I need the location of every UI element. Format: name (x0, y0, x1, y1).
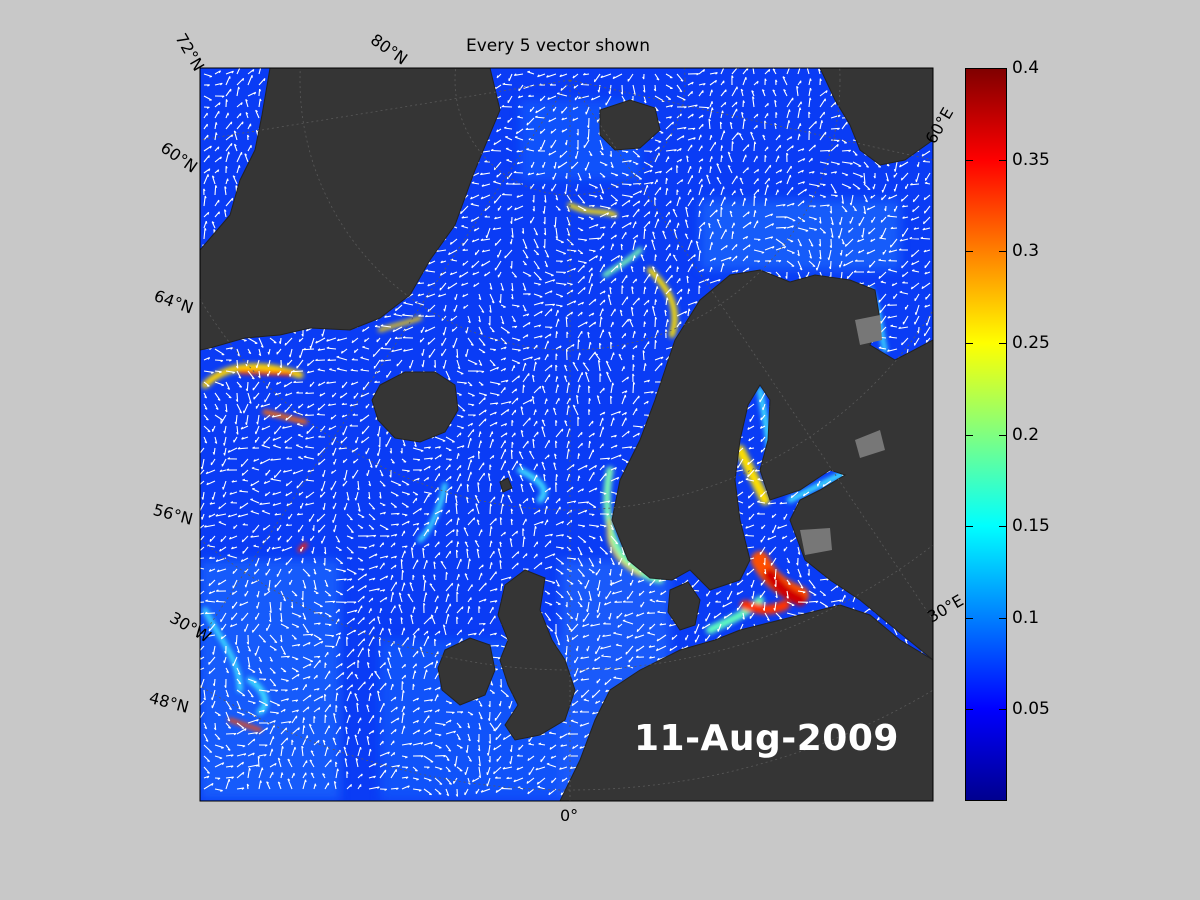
land-masses (200, 68, 933, 801)
colorbar-tick-label: 0.3 (1012, 241, 1040, 262)
figure-title: Every 5 vector shown (466, 36, 650, 56)
colorbar-tick-mark (999, 434, 1007, 436)
colorbar-tick-mark (965, 434, 973, 436)
colorbar-tick-mark (965, 617, 973, 619)
colorbar-tick-label: 0.4 (1012, 58, 1040, 78)
colorbar-tick-mark (999, 68, 1007, 69)
continental-europe (559, 604, 933, 801)
scandinavia (611, 269, 933, 661)
colorbar-tick-label: 0.2 (1012, 424, 1040, 445)
ireland (437, 637, 496, 706)
lakes (800, 315, 885, 555)
svalbard (599, 99, 661, 151)
colorbar-tick-mark (999, 251, 1007, 253)
colorbar-tick-mark (999, 617, 1007, 619)
colorbar-tick-mark (965, 68, 973, 69)
colorbar-tick-label: 0.25 (1012, 332, 1050, 353)
date-label: 11-Aug-2009 (634, 718, 899, 759)
denmark (667, 581, 701, 631)
colorbar-tick-mark (965, 251, 973, 253)
great-britain (497, 569, 576, 741)
faroe-islands (499, 477, 513, 493)
arctic-island-ne (819, 68, 933, 166)
colorbar-tick-label: 0.15 (1012, 516, 1050, 537)
lon-label-0: 0° (560, 806, 579, 825)
graticule (200, 68, 933, 801)
colorbar-tick-label: 0.1 (1012, 607, 1040, 628)
colorbar-tick-mark (999, 526, 1007, 528)
iceland (371, 371, 459, 443)
colorbar-tick-mark (999, 342, 1007, 344)
colorbar-tick-mark (965, 342, 973, 344)
colorbar-tick-mark (965, 159, 973, 161)
colorbar-tick-label: 0.05 (1012, 699, 1050, 720)
colorbar-tick-label: 0.35 (1012, 149, 1050, 170)
greenland (200, 68, 501, 351)
colorbar-tick-mark (999, 159, 1007, 161)
colorbar-tick-mark (965, 526, 973, 528)
colorbar-tick-mark (965, 709, 973, 711)
colorbar-tick-mark (999, 709, 1007, 711)
